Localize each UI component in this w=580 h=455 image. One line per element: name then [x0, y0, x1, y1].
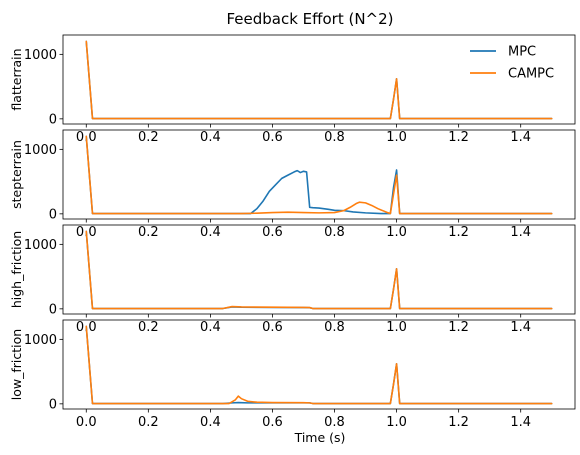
y-axis-title: flatterrain: [9, 48, 24, 110]
x-tick-label: 1.0: [386, 130, 407, 145]
series-line-mpc: [85, 135, 553, 215]
x-tick-label: 0.2: [138, 320, 159, 335]
series-line-campc: [85, 325, 553, 405]
x-tick-label: 1.0: [386, 320, 407, 335]
x-tick-label: 1.4: [510, 415, 531, 430]
x-tick-label: 1.4: [510, 130, 531, 145]
x-tick-label: 0.4: [200, 130, 221, 145]
x-tick-label: 1.0: [386, 225, 407, 240]
axes-frame: [62, 129, 576, 220]
subplot-low_friction: 0.0 0.2 0.4 0.6 0.8 1.0 1.2 1.4 0 1000low_frictio…: [9, 319, 576, 430]
legend-label-mpc: MPC: [508, 45, 536, 60]
y-axis-title: low_friction: [9, 329, 24, 400]
x-tick-label: 0.2: [138, 225, 159, 240]
series-line-campc: [85, 135, 553, 215]
legend-label-campc: CAMPC: [508, 67, 554, 82]
x-tick-label: 0.8: [324, 225, 345, 240]
x-tick-label: 0.6: [262, 415, 283, 430]
y-tick-label: 1000: [24, 238, 57, 253]
y-tick-label: 0: [49, 302, 57, 317]
x-axis-title: Time (s): [294, 430, 346, 445]
subplot-high_friction: 0.0 0.2 0.4 0.6 0.8 1.0 1.2 1.401000high_fricti…: [9, 224, 576, 335]
x-tick-label: 0.6: [262, 225, 283, 240]
series-line-campc: [85, 40, 553, 120]
x-tick-label: 1.2: [448, 415, 469, 430]
x-tick-label: 0.0: [76, 415, 97, 430]
axes-frame: [62, 224, 576, 315]
y-tick-label: 0: [49, 397, 57, 412]
x-tick-label: 0.8: [324, 415, 345, 430]
legend: MPC CAMPC: [470, 45, 554, 82]
x-tick-label: 0.2: [138, 130, 159, 145]
subplot-panels: 0.0 0.2 0.4 0.6 0.8 1.0 1.2 1.401000flatterrain…: [9, 34, 576, 430]
y-tick-label: 1000: [24, 48, 57, 63]
x-tick-label: 1.4: [510, 320, 531, 335]
x-tick-label: 0.8: [324, 320, 345, 335]
y-axis-title: stepterrain: [9, 140, 24, 209]
x-tick-label: 0.4: [200, 415, 221, 430]
y-tick-label: 0: [49, 207, 57, 222]
axes-frame: [62, 319, 576, 410]
x-tick-label: 1.0: [386, 415, 407, 430]
x-tick-label: 0.2: [138, 415, 159, 430]
y-axis-title: high_friction: [9, 231, 24, 308]
x-tick-label: 1.2: [448, 130, 469, 145]
series-line-mpc: [85, 325, 553, 405]
x-tick-label: 1.4: [510, 225, 531, 240]
x-tick-label: 0.8: [324, 130, 345, 145]
series-line-campc: [85, 230, 553, 310]
y-tick-label: 0: [49, 112, 57, 127]
y-tick-label: 1000: [24, 333, 57, 348]
x-tick-label: 1.2: [448, 320, 469, 335]
x-tick-label: 0.4: [200, 320, 221, 335]
x-tick-label: 0.6: [262, 130, 283, 145]
chart-title: Feedback Effort (N^2): [226, 10, 393, 28]
series-line-mpc: [85, 40, 553, 120]
x-tick-label: 0.4: [200, 225, 221, 240]
axes-frame: [62, 34, 576, 125]
x-tick-label: 1.2: [448, 225, 469, 240]
series-line-mpc: [85, 230, 553, 310]
x-tick-label: 0.6: [262, 320, 283, 335]
y-tick-label: 1000: [24, 143, 57, 158]
